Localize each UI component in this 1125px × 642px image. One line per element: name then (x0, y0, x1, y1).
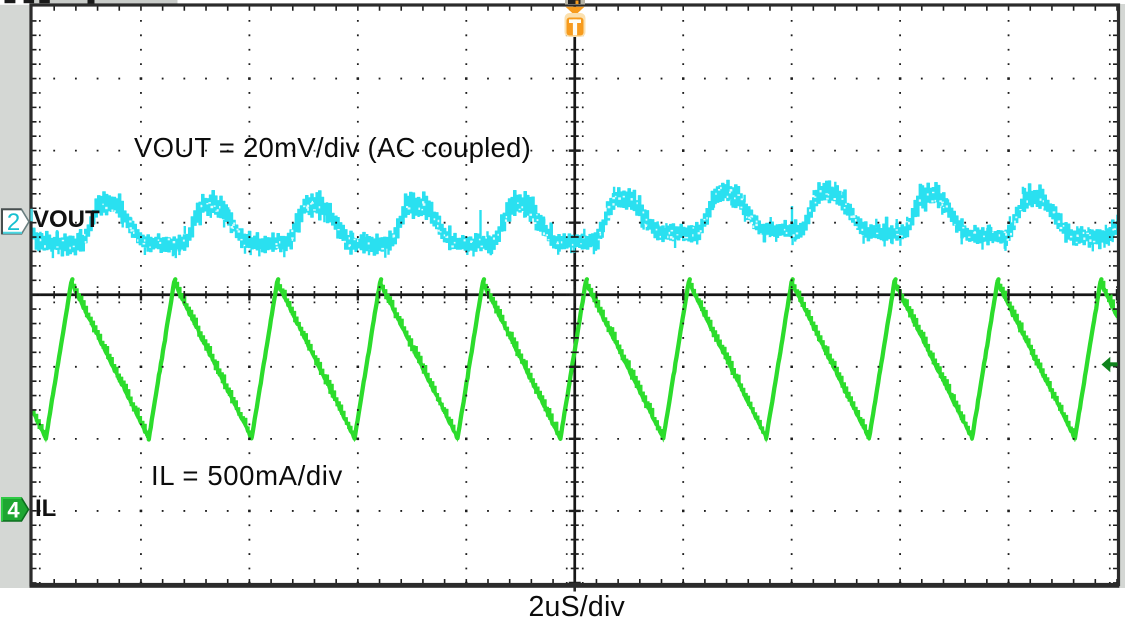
svg-text:4: 4 (7, 498, 20, 523)
svg-text:2: 2 (7, 209, 20, 236)
